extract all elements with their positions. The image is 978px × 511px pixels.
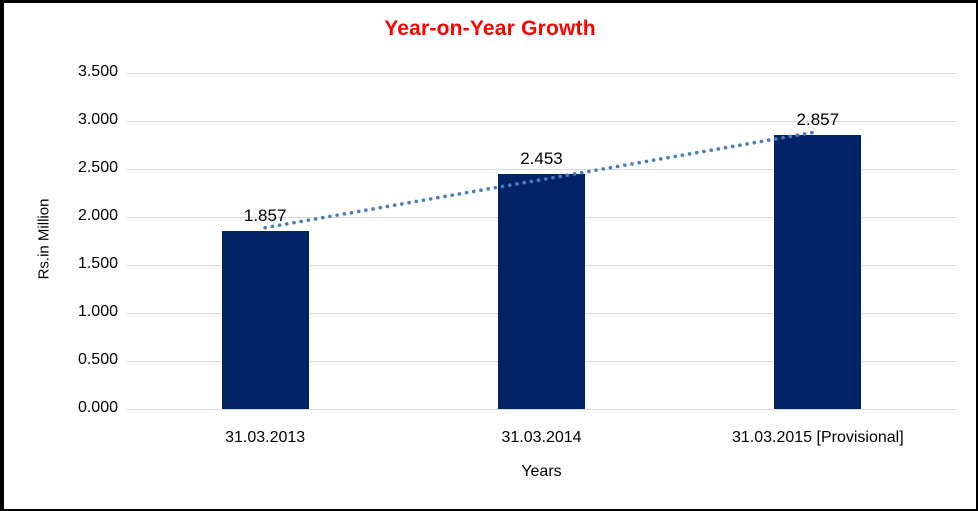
y-tick-label: 1.500 <box>77 255 118 272</box>
y-tick-label: 3.000 <box>77 111 118 128</box>
y-tick-label: 0.000 <box>77 399 118 416</box>
y-tick-label: 1.000 <box>77 303 118 320</box>
bar-31.03.2014 <box>498 173 585 409</box>
bar-data-label: 1.857 <box>243 205 287 225</box>
y-tick-label: 2.500 <box>77 159 118 176</box>
chart-title: Year-on-Year Growth <box>384 17 596 40</box>
gridline <box>127 73 956 74</box>
x-axis-title: Years <box>521 463 562 480</box>
y-tick-label: 2.000 <box>77 207 118 224</box>
x-tick-label: 31.03.2015 [Provisional] <box>731 429 904 446</box>
trendline <box>263 129 820 230</box>
bar-data-label: 2.857 <box>796 109 840 129</box>
y-tick-label: 0.500 <box>77 351 118 368</box>
x-tick-label: 31.03.2013 <box>225 429 306 446</box>
x-tick-label: 31.03.2014 <box>501 429 582 446</box>
bar-data-label: 2.453 <box>520 148 563 168</box>
gridline <box>127 121 956 122</box>
bar-31.03.2013 <box>221 230 309 409</box>
trendline-path <box>263 129 820 230</box>
gridline <box>127 169 956 170</box>
bar-31.03.2015 [Provisional] <box>774 134 862 409</box>
plot-area: 1.857 2.453 2.857 <box>127 73 956 410</box>
y-tick-label: 3.500 <box>77 63 118 80</box>
gridline <box>127 409 956 410</box>
